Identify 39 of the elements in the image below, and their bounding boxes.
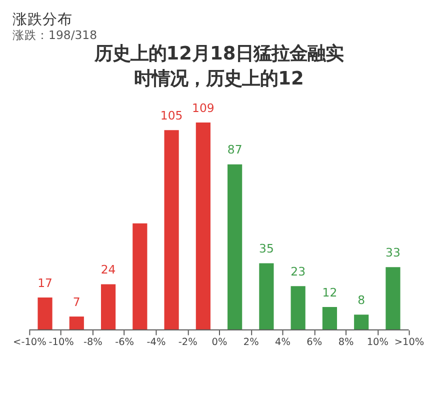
bar [228,164,242,330]
chart-title: 涨跌分布 [12,11,73,28]
bar [38,298,52,330]
bar [354,314,369,330]
bar [386,267,400,330]
x-tick-label: -6% [115,336,134,348]
bar [196,122,210,330]
bar [259,263,274,330]
bar [322,307,338,330]
data-label: 35 [259,242,274,256]
x-tick-label: >10% [394,336,424,348]
bar [164,130,179,330]
data-label: 24 [100,262,116,276]
bar [132,223,148,330]
bar [290,286,306,330]
data-label: 109 [192,100,214,115]
bar [69,316,84,330]
bar [100,284,116,330]
x-tick-label: 4% [275,336,290,348]
data-label: 105 [160,108,183,122]
data-label: 87 [227,142,242,157]
x-tick-label: 8% [338,336,354,348]
data-label: 8 [358,292,366,307]
text: 历史上的12月18日猛拉金融实时情况，历史上的12 [93,43,344,90]
x-tick-label: -4% [146,336,166,348]
x-tick-label: -8% [83,336,102,348]
x-tick-label: 10% [366,336,388,348]
chart-subtitle: 涨跌：198/318 [12,28,98,42]
data-label: 12 [322,285,338,300]
x-tick-label: <-10% [13,336,46,348]
x-tick-label: 0% [212,336,228,348]
x-tick-label: 2% [243,336,259,348]
data-label: 7 [72,294,80,309]
data-label: 33 [386,245,400,260]
data-label: 17 [38,276,52,290]
data-label: 23 [290,264,306,278]
x-tick-label: -2% [178,336,198,348]
x-tick-label: 6% [306,336,322,348]
x-tick-label: -10% [48,336,74,348]
